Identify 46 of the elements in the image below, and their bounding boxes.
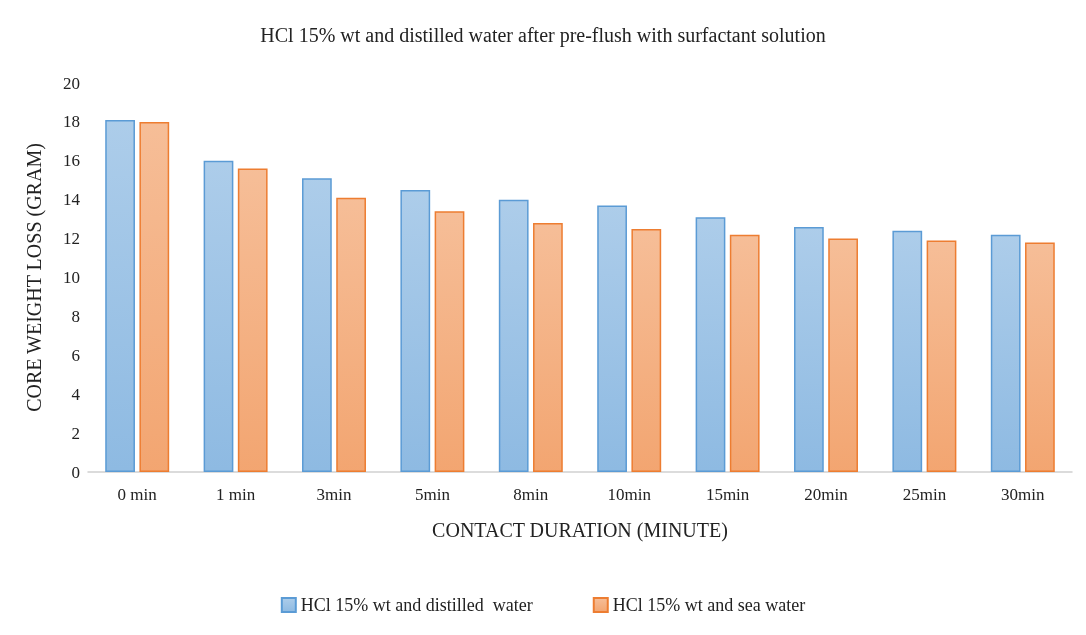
bar bbox=[498, 199, 529, 472]
legend-label: HCl 15% wt and sea water bbox=[612, 595, 806, 615]
x-tick-label: 15min bbox=[705, 485, 750, 504]
x-axis-title: CONTACT DURATION (MINUTE) bbox=[432, 519, 728, 542]
bar bbox=[794, 226, 824, 472]
y-tick-label: 2 bbox=[71, 423, 80, 443]
x-tick-label: 10min bbox=[607, 485, 652, 504]
legend-label: HCl 15% wt and distilled water bbox=[300, 595, 533, 615]
bar bbox=[302, 178, 332, 472]
bar bbox=[729, 234, 760, 472]
x-tick-label: 0 min bbox=[117, 485, 158, 504]
x-tick-label: 3min bbox=[316, 485, 352, 504]
x-tick-label: 8min bbox=[513, 485, 549, 504]
bar bbox=[105, 119, 135, 472]
x-tick-label: 30min bbox=[1001, 485, 1046, 504]
y-tick-label: 8 bbox=[71, 306, 80, 326]
x-tick-label: 25min bbox=[902, 485, 947, 504]
bar bbox=[203, 160, 234, 472]
y-tick-label: 0 bbox=[71, 462, 80, 482]
bar bbox=[695, 217, 726, 472]
y-tick-label: 12 bbox=[63, 229, 80, 249]
x-tick-label: 1 min bbox=[216, 485, 256, 504]
bar bbox=[926, 240, 957, 472]
bar bbox=[1025, 242, 1055, 472]
bar bbox=[400, 189, 431, 472]
y-tick-label: 16 bbox=[63, 151, 80, 171]
y-axis-title: CORE WEIGHT LOSS (GRAM) bbox=[23, 143, 46, 412]
bar bbox=[434, 211, 465, 472]
bar bbox=[139, 121, 170, 472]
bar bbox=[237, 168, 268, 472]
chart-title: HCl 15% wt and distilled water after pre-flush with surfactant solution bbox=[260, 24, 826, 47]
bar bbox=[828, 238, 858, 472]
bar bbox=[336, 197, 366, 472]
y-tick-label: 20 bbox=[63, 73, 80, 93]
bar bbox=[892, 230, 923, 472]
y-tick-label: 14 bbox=[63, 190, 81, 210]
bar bbox=[990, 234, 1021, 472]
x-tick-label: 5min bbox=[414, 485, 451, 504]
y-tick-label: 6 bbox=[71, 345, 80, 365]
y-tick-label: 4 bbox=[71, 384, 81, 404]
bar bbox=[631, 228, 662, 472]
y-tick-label: 10 bbox=[63, 268, 80, 287]
bar bbox=[533, 223, 563, 472]
x-tick-label: 20min bbox=[804, 485, 849, 504]
y-tick-label: 18 bbox=[63, 112, 80, 132]
bar bbox=[597, 205, 627, 472]
